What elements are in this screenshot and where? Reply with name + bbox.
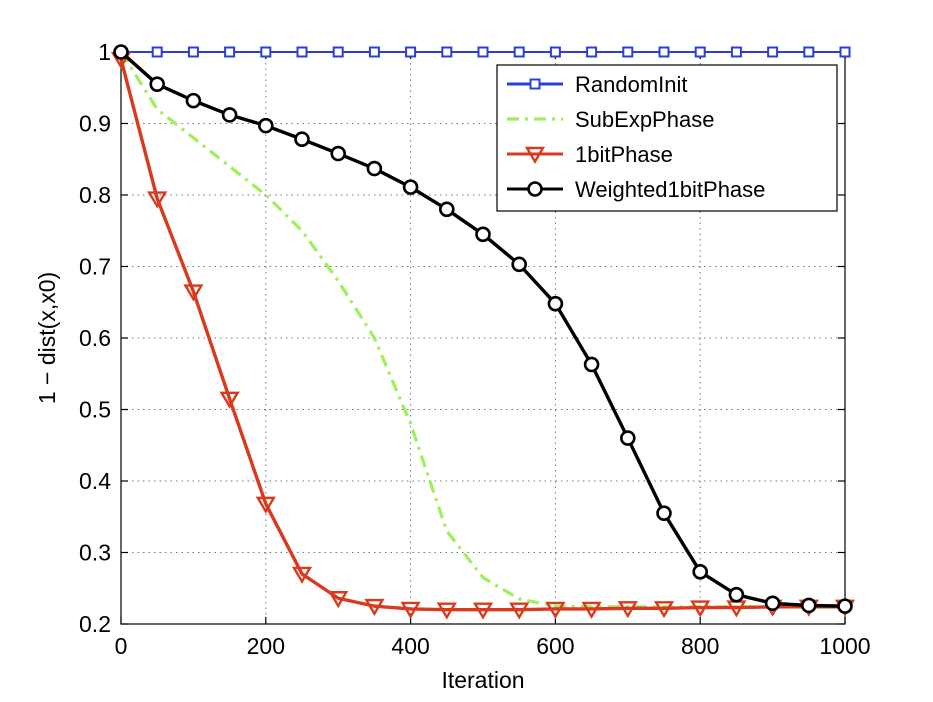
data-point bbox=[185, 92, 202, 109]
y-tick-label: 0.2 bbox=[79, 611, 111, 637]
data-point bbox=[402, 179, 419, 195]
data-point bbox=[767, 46, 779, 58]
data-point bbox=[330, 145, 347, 162]
data-point bbox=[622, 46, 634, 58]
axis-ticks: 0 200 400 600 800 1000 0.2 0.3 0.4 0.5 0.6 0.7 0.8 0.… bbox=[79, 39, 871, 659]
data-point bbox=[549, 46, 561, 58]
data-point bbox=[400, 601, 421, 619]
legend-entry-randominit: RandomInit bbox=[507, 72, 688, 97]
data-point bbox=[219, 391, 240, 409]
legend: RandomInit SubExpPhase 1bitPhase Weighted1b… bbox=[496, 64, 838, 212]
x-tick-label: 600 bbox=[536, 633, 574, 659]
data-point bbox=[475, 226, 491, 243]
data-point bbox=[438, 201, 455, 218]
data-point bbox=[800, 597, 817, 614]
y-axis-label: 1 − dist(x,x0) bbox=[34, 272, 60, 404]
legend-box bbox=[496, 64, 838, 212]
legend-marker bbox=[524, 146, 546, 164]
data-point bbox=[436, 602, 457, 620]
data-point bbox=[511, 256, 528, 273]
data-point bbox=[764, 595, 781, 612]
legend-entry-subexpphase: SubExpPhase bbox=[507, 107, 714, 132]
data-point bbox=[296, 46, 308, 58]
y-tick-label: 0.3 bbox=[79, 540, 111, 566]
grid bbox=[121, 52, 845, 624]
data-point bbox=[147, 191, 168, 209]
data-point bbox=[513, 46, 525, 58]
data-point bbox=[656, 505, 672, 521]
data-point bbox=[509, 602, 530, 620]
data-point bbox=[151, 46, 163, 58]
data-point bbox=[547, 295, 564, 312]
data-point bbox=[728, 586, 745, 603]
data-point bbox=[653, 601, 675, 619]
data-point bbox=[255, 496, 276, 514]
series-group bbox=[110, 44, 856, 620]
y-tick-label: 0.5 bbox=[79, 397, 111, 423]
data-point bbox=[328, 591, 349, 609]
data-point bbox=[692, 564, 709, 580]
data-point bbox=[690, 600, 711, 618]
data-point bbox=[332, 46, 344, 58]
x-tick-label: 0 bbox=[115, 633, 128, 659]
data-point bbox=[257, 117, 274, 134]
data-point bbox=[619, 430, 636, 446]
legend-entry-1bitphase: 1bitPhase bbox=[507, 142, 673, 167]
y-tick-label: 0.6 bbox=[79, 325, 111, 351]
data-point bbox=[221, 107, 238, 123]
data-point bbox=[583, 356, 600, 373]
data-point bbox=[586, 46, 598, 58]
y-tick-label: 1 bbox=[98, 39, 111, 65]
x-tick-label: 400 bbox=[391, 633, 429, 659]
data-point bbox=[581, 601, 602, 619]
data-point bbox=[366, 160, 383, 177]
data-point bbox=[837, 598, 853, 614]
data-point bbox=[149, 76, 165, 92]
y-tick-label: 0.9 bbox=[79, 111, 111, 137]
series-weighted1bitphase bbox=[113, 44, 853, 614]
data-point bbox=[364, 598, 385, 617]
data-point bbox=[405, 46, 417, 58]
data-point bbox=[472, 602, 494, 620]
legend-marker bbox=[527, 181, 543, 197]
data-point bbox=[224, 46, 236, 58]
x-axis-label: Iteration bbox=[441, 667, 524, 693]
data-point bbox=[658, 46, 670, 58]
data-point bbox=[368, 46, 380, 58]
legend-label: Weighted1bitPhase bbox=[575, 177, 765, 202]
series-line bbox=[119, 58, 845, 612]
data-point bbox=[294, 131, 310, 148]
data-point bbox=[477, 46, 489, 58]
legend-label: 1bitPhase bbox=[575, 142, 673, 167]
data-point bbox=[187, 46, 199, 58]
data-point bbox=[839, 46, 851, 58]
legend-entry-weighted1bitphase: Weighted1bitPhase bbox=[507, 177, 765, 202]
data-point bbox=[113, 44, 129, 60]
series-randominit bbox=[115, 46, 851, 58]
legend-label: SubExpPhase bbox=[575, 107, 714, 132]
y-tick-label: 0.4 bbox=[79, 468, 111, 494]
data-point bbox=[183, 284, 204, 302]
data-point bbox=[617, 601, 638, 619]
y-tick-label: 0.8 bbox=[79, 182, 111, 208]
legend-label: RandomInit bbox=[575, 72, 688, 97]
x-tick-label: 800 bbox=[681, 633, 719, 659]
data-point bbox=[545, 601, 566, 619]
data-point bbox=[730, 46, 742, 58]
x-tick-label: 1000 bbox=[819, 633, 870, 659]
data-point bbox=[441, 46, 453, 58]
data-point bbox=[694, 46, 706, 58]
data-point bbox=[803, 46, 815, 58]
data-point bbox=[291, 566, 313, 584]
data-point bbox=[260, 46, 272, 58]
legend-marker bbox=[529, 78, 541, 90]
x-tick-label: 200 bbox=[247, 633, 285, 659]
y-tick-label: 0.7 bbox=[79, 254, 111, 280]
